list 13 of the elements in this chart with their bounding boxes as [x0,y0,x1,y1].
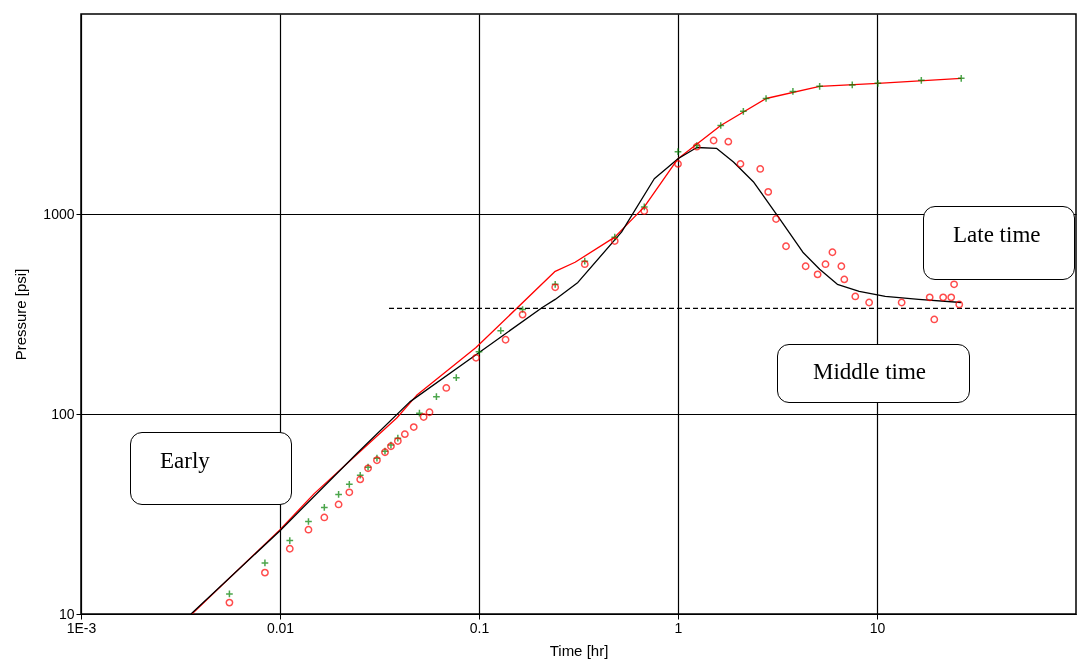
x-tick-label: 10 [869,619,886,636]
annotation: Late time [953,222,1041,248]
x-tick-label: 0.01 [266,619,295,636]
annotation: Middle time [813,359,927,385]
y-tick-label: 1000 [43,205,75,222]
y-tick-label: 100 [51,405,75,422]
x-tick-label: 1 [674,619,683,636]
x-axis-title: Time [hr] [549,641,609,659]
x-tick-label: 0.1 [469,619,490,636]
annotation: Early [160,448,210,474]
x-tick-label: 1E-3 [66,619,97,636]
y-tick-label: 10 [58,605,75,622]
y-axis-title: Pressure [psi] [12,268,30,361]
